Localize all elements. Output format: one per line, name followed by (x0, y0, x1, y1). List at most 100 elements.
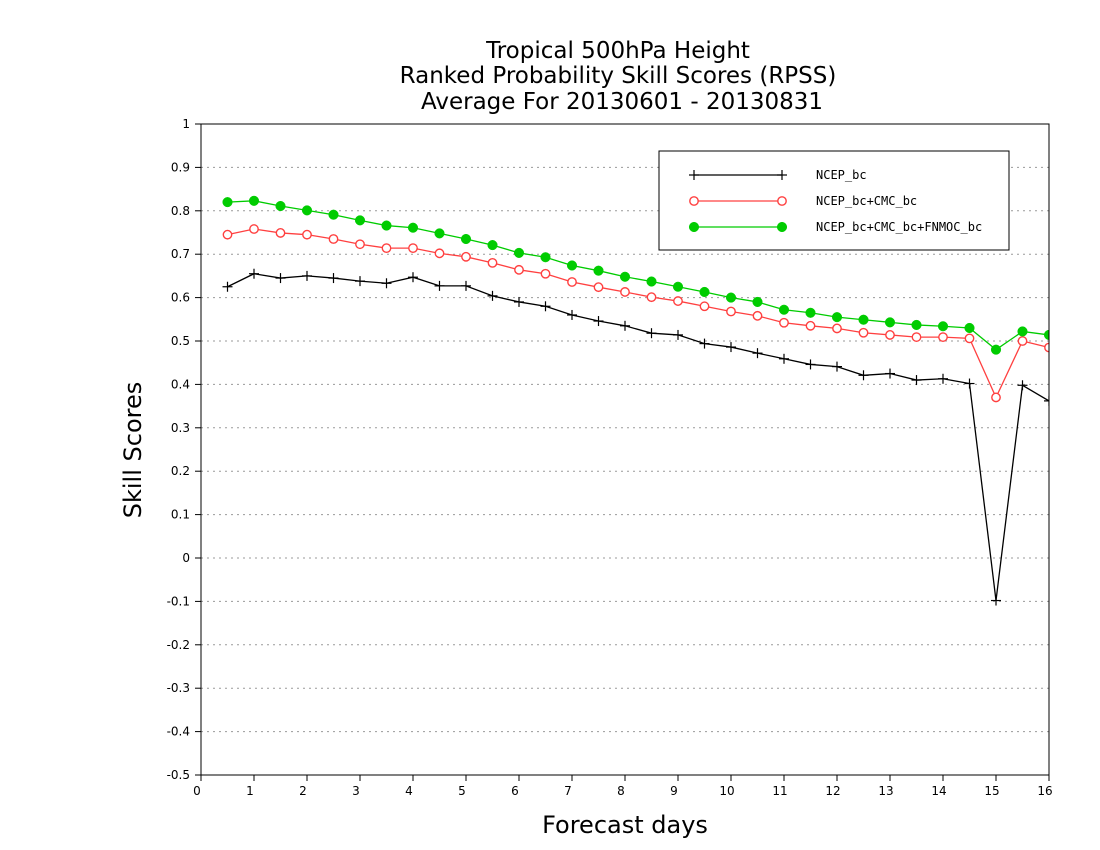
data-point-open-circle (540, 268, 551, 279)
data-point-open-circle (752, 310, 763, 321)
x-tick-label: 9 (670, 784, 678, 798)
data-point-filled-circle (646, 276, 657, 287)
data-point-open-circle (689, 196, 699, 206)
x-tick-label: 8 (617, 784, 625, 798)
data-point-plus (689, 170, 699, 180)
y-tick-label: -0.2 (167, 638, 190, 652)
data-point-open-circle (646, 292, 657, 303)
data-point-open-circle (567, 277, 577, 287)
series-ncep-bc (222, 268, 1049, 606)
data-point-open-circle (1017, 336, 1028, 346)
data-point-open-circle (222, 229, 233, 240)
data-point-plus (328, 273, 339, 284)
data-point-plus (858, 370, 869, 381)
x-tick-label: 0 (193, 784, 201, 798)
data-point-plus (673, 329, 683, 340)
x-tick-label: 2 (299, 784, 307, 798)
data-point-filled-circle (222, 197, 233, 208)
data-point-plus (911, 375, 922, 386)
x-tick-label: 14 (931, 784, 946, 798)
data-point-filled-circle (540, 252, 551, 263)
legend-item: NCEP_bc+CMC_bc (689, 194, 917, 208)
y-axis-label: Skill Scores (119, 382, 147, 519)
data-point-open-circle (487, 257, 498, 268)
data-point-filled-circle (328, 209, 339, 220)
legend-label: NCEP_bc+CMC_bc (816, 194, 917, 208)
y-tick-label: 0.5 (171, 334, 190, 348)
chart-title-line-3: Average For 20130601 - 20130831 (421, 89, 823, 115)
y-tick-label: 1 (182, 117, 190, 131)
y-tick-label: -0.4 (167, 725, 190, 739)
data-point-filled-circle (381, 220, 392, 231)
legend-items: NCEP_bc NCEP_bc+CMC_bc NCEP_bc+CMC_bc+FNMO… (688, 168, 982, 234)
data-point-plus (938, 373, 948, 384)
data-point-plus (1044, 395, 1049, 406)
data-point-plus (726, 342, 736, 353)
data-point-plus (408, 272, 418, 283)
data-point-plus (885, 368, 895, 379)
y-tick-label: 0.4 (171, 377, 190, 391)
data-point-open-circle (355, 239, 365, 250)
data-point-plus (461, 280, 471, 291)
data-point-open-circle (779, 317, 789, 328)
data-point-filled-circle (699, 286, 710, 298)
data-point-filled-circle (725, 292, 737, 303)
data-point-open-circle (858, 327, 869, 338)
data-point-open-circle (777, 196, 787, 206)
data-point-filled-circle (407, 222, 419, 233)
x-tick-label: 5 (458, 784, 466, 798)
y-tick-label: 0.7 (171, 247, 190, 261)
data-point-open-circle (832, 323, 842, 334)
x-tick-label: 3 (352, 784, 360, 798)
data-point-filled-circle (566, 260, 578, 271)
data-point-filled-circle (275, 200, 286, 212)
data-point-plus (487, 290, 498, 301)
y-tick-label: 0.6 (171, 291, 190, 305)
y-tick-label: -0.5 (167, 768, 190, 782)
data-point-filled-circle (990, 344, 1002, 355)
x-tick-label: 13 (878, 784, 893, 798)
data-point-open-circle (275, 228, 286, 238)
legend-item: NCEP_bc (689, 168, 867, 182)
data-point-filled-circle (776, 221, 788, 233)
data-point-filled-circle (434, 228, 445, 239)
data-point-plus (567, 309, 577, 320)
data-point-plus (964, 378, 975, 389)
data-point-filled-circle (688, 221, 700, 233)
x-tick-label: 6 (511, 784, 519, 798)
data-point-plus (275, 273, 286, 284)
chart-title-line-1: Tropical 500hPa Height (485, 38, 750, 64)
data-point-filled-circle (752, 296, 763, 307)
data-point-filled-circle (301, 205, 313, 216)
data-point-plus (991, 595, 1001, 606)
y-tick-label: -0.1 (167, 594, 190, 608)
y-tick-label: 0 (182, 551, 190, 565)
data-point-open-circle (726, 306, 736, 317)
data-point-plus (832, 361, 842, 372)
data-point-open-circle (699, 301, 710, 312)
data-point-plus (777, 170, 787, 180)
data-point-plus (302, 270, 312, 281)
data-point-plus (593, 316, 604, 327)
data-point-plus (514, 296, 524, 307)
x-tick-label: 1 (246, 784, 254, 798)
data-point-open-circle (911, 332, 922, 342)
x-tick-label: 7 (564, 784, 572, 798)
legend-label: NCEP_bc (816, 168, 867, 182)
x-tick-label: 16 (1037, 784, 1052, 798)
chart-title-line-2: Ranked Probability Skill Scores (RPSS) (400, 63, 837, 89)
y-tick-label: 0.9 (171, 160, 190, 174)
data-point-filled-circle (778, 304, 790, 315)
data-point-plus (355, 276, 365, 287)
y-tick-label: -0.3 (167, 681, 190, 695)
data-point-open-circle (461, 251, 471, 262)
data-point-plus (1017, 380, 1028, 391)
ticks-layer: -0.5 -0.4 -0.3 -0.2 -0.1 0 0.1 0.2 0.3 0.4 0.5 0.6 0… (167, 117, 1053, 798)
x-tick-label: 12 (825, 784, 840, 798)
x-axis-label: Forecast days (542, 811, 708, 839)
data-point-plus (434, 280, 445, 291)
data-point-plus (752, 348, 763, 359)
data-point-filled-circle (460, 233, 472, 245)
